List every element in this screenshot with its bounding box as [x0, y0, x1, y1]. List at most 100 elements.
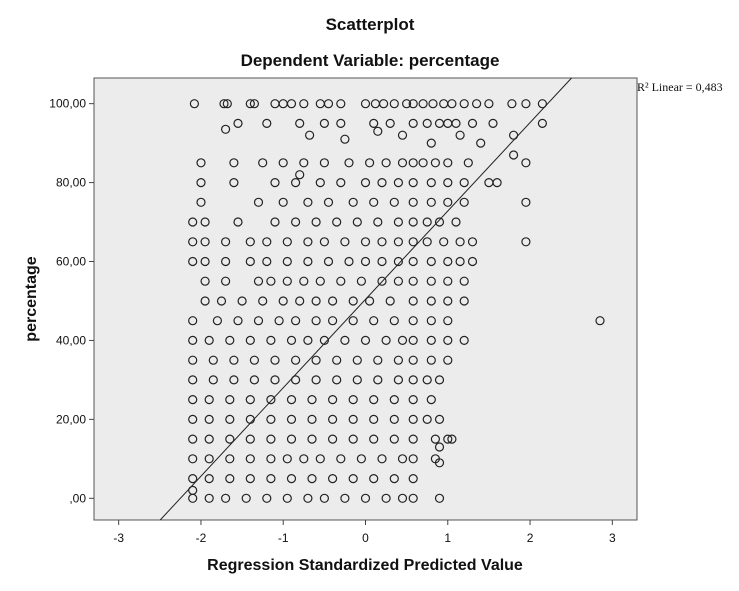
data-point	[216, 296, 227, 306]
data-point	[188, 434, 198, 444]
x-tick-label: 3	[609, 531, 616, 545]
data-point	[233, 316, 243, 326]
data-point	[262, 256, 272, 267]
data-point	[365, 296, 375, 306]
data-point	[369, 118, 379, 129]
data-point	[340, 493, 350, 503]
data-point	[389, 316, 399, 326]
data-point	[245, 454, 255, 464]
data-point	[348, 316, 358, 326]
data-point	[328, 296, 338, 306]
data-point	[282, 493, 292, 503]
data-point	[266, 335, 276, 345]
data-point	[319, 335, 329, 345]
data-point	[348, 296, 358, 306]
data-point	[451, 118, 461, 129]
data-point	[393, 217, 403, 227]
data-point	[303, 237, 313, 247]
data-point	[291, 375, 301, 385]
data-point	[443, 316, 453, 326]
y-tick-label: ,00	[69, 491, 86, 505]
data-point	[385, 118, 395, 129]
data-point	[241, 493, 251, 503]
data-point	[249, 99, 259, 109]
data-point	[222, 99, 232, 109]
data-point	[389, 99, 399, 109]
data-point	[537, 118, 548, 129]
data-point	[200, 256, 210, 267]
y-tick-label: 20,00	[56, 412, 86, 426]
data-point	[270, 375, 280, 385]
data-point	[434, 493, 445, 503]
chart-subtitle: Dependent Variable: percentage	[241, 51, 500, 70]
data-point	[328, 316, 338, 326]
data-point	[245, 474, 255, 484]
data-point	[439, 237, 449, 247]
data-point	[221, 237, 231, 247]
data-point	[373, 217, 383, 227]
data-point	[348, 395, 358, 405]
data-point	[245, 434, 255, 444]
data-point	[455, 130, 465, 140]
data-point	[455, 256, 465, 267]
data-point	[365, 158, 375, 168]
data-point	[408, 197, 418, 207]
data-point	[373, 355, 383, 365]
data-point	[418, 99, 428, 109]
data-point	[521, 158, 531, 168]
data-point	[352, 375, 362, 385]
data-point	[459, 276, 469, 286]
data-point	[467, 118, 478, 129]
data-point	[422, 237, 432, 247]
data-point	[332, 217, 342, 227]
data-point	[455, 237, 465, 247]
data-point	[443, 178, 453, 188]
x-axis: -3 -2 -1 0 1 2 3	[113, 520, 616, 545]
data-point	[295, 118, 305, 129]
data-point	[472, 99, 482, 109]
data-point	[348, 434, 358, 444]
data-point	[408, 118, 418, 129]
data-point	[303, 256, 313, 267]
data-point	[422, 375, 432, 385]
data-point	[188, 474, 198, 484]
x-tick-label: 1	[444, 531, 451, 545]
data-point	[295, 296, 305, 306]
data-point	[253, 316, 264, 326]
data-point	[315, 454, 325, 464]
data-point	[219, 99, 229, 109]
data-point	[208, 355, 218, 365]
data-point	[360, 178, 371, 188]
data-point	[521, 237, 531, 247]
data-point	[328, 474, 338, 484]
data-point	[319, 237, 329, 247]
data-point	[408, 256, 418, 267]
data-point	[408, 158, 418, 168]
data-point	[196, 197, 206, 207]
data-point	[225, 335, 235, 345]
data-point	[249, 375, 259, 385]
data-point	[393, 276, 403, 286]
data-point	[443, 296, 453, 306]
data-point	[299, 454, 309, 464]
data-point	[344, 256, 354, 267]
fit-line-label: R² Linear = 0,483	[637, 80, 723, 94]
data-point	[422, 217, 432, 227]
data-point	[443, 197, 453, 207]
data-point	[393, 375, 403, 385]
data-point	[336, 118, 346, 129]
data-point	[204, 434, 214, 444]
data-point	[393, 178, 403, 188]
data-point	[348, 474, 358, 484]
data-point	[225, 434, 235, 444]
data-point	[286, 395, 297, 405]
data-point	[200, 217, 210, 227]
data-point	[323, 99, 334, 109]
data-point	[291, 355, 301, 365]
data-point	[204, 454, 214, 464]
data-point	[311, 355, 321, 365]
data-point	[443, 256, 453, 267]
data-point	[266, 414, 276, 424]
data-point	[408, 355, 418, 365]
data-point	[282, 256, 292, 267]
